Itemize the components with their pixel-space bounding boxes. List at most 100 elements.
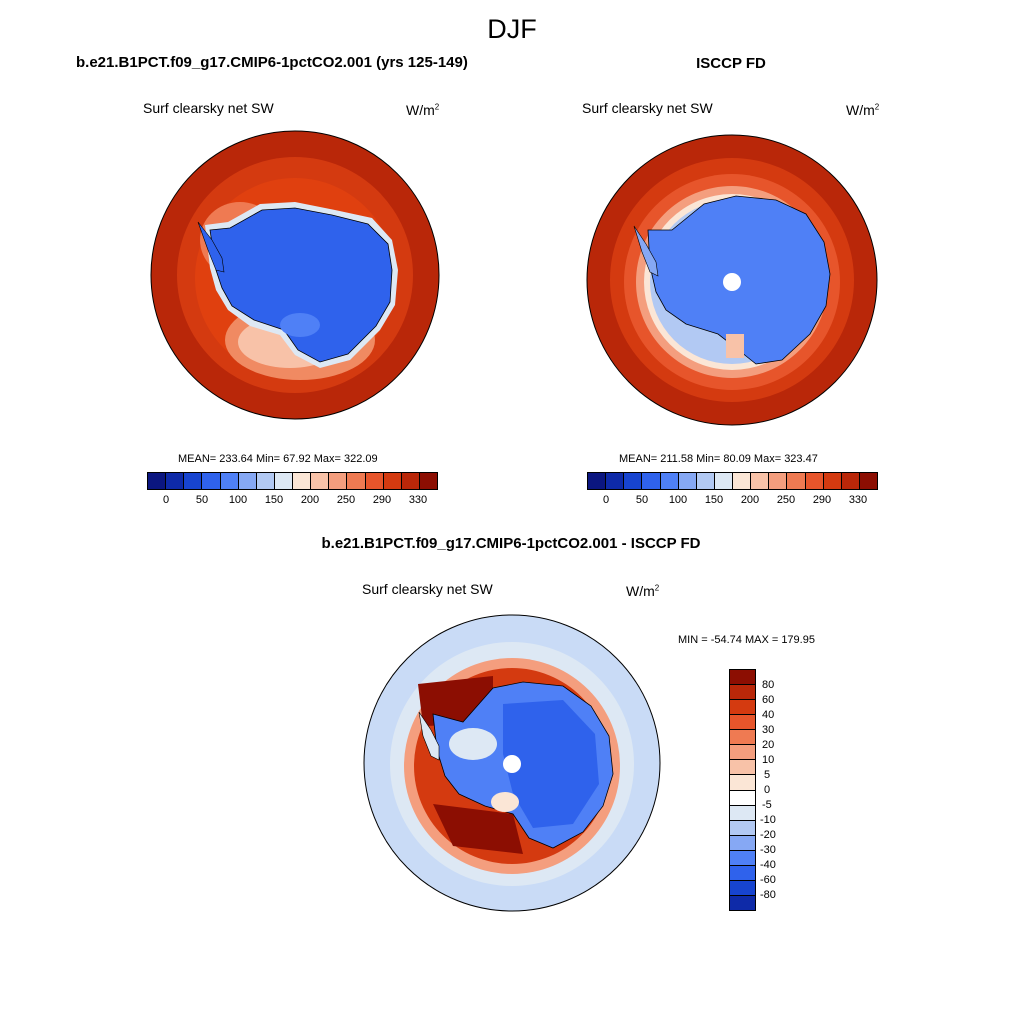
panel-c-tick: 10 [762, 754, 775, 766]
panel-c-swatch-14 [730, 880, 755, 896]
panel-c-tick: 20 [762, 739, 775, 751]
panel-b-pole-hole [723, 273, 741, 291]
panel-a-tick: 50 [195, 494, 209, 506]
panel-a-map-border [150, 130, 440, 420]
panel-a-swatch-1 [166, 473, 185, 489]
panel-a-tick: 0 [162, 494, 170, 506]
panel-b-swatch-7 [714, 473, 733, 489]
panel-c-swatch-5 [730, 745, 755, 761]
panel-a-swatch-14 [401, 473, 420, 489]
panel-a-peninsula [197, 221, 225, 273]
panel-c-tick: -20 [760, 829, 776, 841]
panel-a-colorbar [147, 472, 438, 490]
panel-a-map [150, 130, 440, 420]
panel-c-tick: 30 [762, 724, 775, 736]
panel-b-swatch-13 [823, 473, 842, 489]
panel-b-map [586, 134, 878, 426]
panel-c-colorbar [729, 669, 756, 911]
panel-b-tick: 200 [740, 494, 760, 506]
panel-c-swatch-12 [730, 850, 755, 866]
panel-a-swatch-2 [184, 473, 203, 489]
panel-b-tick: 150 [704, 494, 724, 506]
panel-a-swatch-11 [347, 473, 366, 489]
panel-c-tick: -5 [762, 799, 772, 811]
panel-a-swatch-4 [220, 473, 239, 489]
panel-b-tick: 250 [776, 494, 796, 506]
panel-b-tick: 0 [602, 494, 610, 506]
panel-b-swatch-11 [787, 473, 806, 489]
panel-c-map [363, 614, 661, 912]
panel-b-tick: 290 [812, 494, 832, 506]
panel-b-tick: 100 [668, 494, 688, 506]
panel-b-units-base: W/m [846, 102, 875, 118]
panel-a-swatch-10 [329, 473, 348, 489]
panel-a-tick: 200 [300, 494, 320, 506]
panel-a-tick: 150 [264, 494, 284, 506]
panel-a-title: b.e21.B1PCT.f09_g17.CMIP6-1pctCO2.001 (y… [76, 54, 468, 71]
panel-c-tick: -30 [760, 844, 776, 856]
panel-c-units-exp: 2 [654, 583, 660, 593]
panel-a-swatch-13 [383, 473, 402, 489]
panel-b-swatch-4 [660, 473, 679, 489]
panel-c-swatch-10 [730, 820, 755, 836]
panel-c-swatch-15 [730, 895, 755, 910]
panel-c-ross-max [433, 804, 523, 854]
panel-c-units-base: W/m [626, 583, 655, 599]
panel-b-swatch-5 [678, 473, 697, 489]
panel-c-swatch-2 [730, 700, 755, 716]
panel-c-map-border [363, 614, 661, 912]
panel-c-tick: 60 [762, 694, 775, 706]
panel-b-units: W/m2 [846, 102, 879, 118]
panel-a-tick: 290 [372, 494, 392, 506]
panel-b-tick: 330 [848, 494, 868, 506]
panel-b-variable: Surf clearsky net SW [582, 100, 713, 116]
panel-c-tick: -60 [760, 874, 776, 886]
panel-a-units-exp: 2 [434, 102, 440, 112]
panel-a-tick: 250 [336, 494, 356, 506]
panel-c-swatch-0 [730, 670, 755, 686]
panel-a-swatch-9 [311, 473, 330, 489]
panel-b-swatch-6 [696, 473, 715, 489]
panel-b-colorbar [587, 472, 878, 490]
panel-b-swatch-9 [751, 473, 770, 489]
panel-b-swatch-2 [624, 473, 643, 489]
panel-b-title: ISCCP FD [696, 55, 766, 72]
panel-a-units: W/m2 [406, 102, 439, 118]
panel-b-swatch-0 [588, 473, 607, 489]
panel-c-swatch-11 [730, 835, 755, 851]
panel-a-variable: Surf clearsky net SW [143, 100, 274, 116]
panel-a-swatch-12 [365, 473, 384, 489]
panel-c-shelf-patch [491, 792, 519, 812]
panel-c-tick: 40 [762, 709, 775, 721]
panel-a-stats: MEAN= 233.64 Min= 67.92 Max= 322.09 [178, 453, 378, 465]
panel-c-swatch-8 [730, 790, 755, 806]
panel-a-swatch-5 [238, 473, 257, 489]
panel-b-swatch-15 [859, 473, 877, 489]
panel-c-units: W/m2 [626, 583, 659, 599]
panel-a-tick: 100 [228, 494, 248, 506]
panel-c-tick: 5 [764, 769, 771, 781]
panel-c-swatch-9 [730, 805, 755, 821]
panel-b-shelf-patch [726, 334, 744, 358]
panel-a-ice-shelf [280, 313, 320, 337]
panel-b-swatch-10 [769, 473, 788, 489]
panel-b-tick: 50 [635, 494, 649, 506]
panel-c-variable: Surf clearsky net SW [362, 581, 493, 597]
panel-a-swatch-8 [293, 473, 312, 489]
panel-b-stats: MEAN= 211.58 Min= 80.09 Max= 323.47 [619, 453, 818, 465]
panel-a-swatch-7 [274, 473, 293, 489]
panel-a-antarctica [209, 207, 393, 363]
panel-a-tick: 330 [408, 494, 428, 506]
panel-c-interior [503, 700, 599, 828]
panel-a-swatch-6 [256, 473, 275, 489]
figure-title: DJF [487, 14, 537, 44]
panel-c-swatch-13 [730, 865, 755, 881]
panel-c-tick: 80 [762, 679, 775, 691]
panel-b-units-exp: 2 [874, 102, 880, 112]
panel-a-swatch-0 [148, 473, 167, 489]
panel-c-swatch-3 [730, 715, 755, 731]
panel-b-map-border [586, 134, 878, 426]
panel-c-swatch-4 [730, 730, 755, 746]
panel-c-peninsula [418, 711, 440, 761]
panel-c-pole-hole [503, 755, 521, 773]
